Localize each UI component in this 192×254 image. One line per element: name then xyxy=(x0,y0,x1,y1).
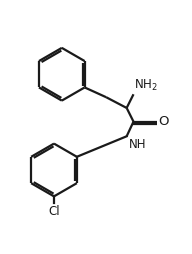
Text: NH: NH xyxy=(129,138,146,151)
Text: O: O xyxy=(159,115,169,128)
Text: NH$_2$: NH$_2$ xyxy=(134,78,158,93)
Text: Cl: Cl xyxy=(48,205,60,218)
